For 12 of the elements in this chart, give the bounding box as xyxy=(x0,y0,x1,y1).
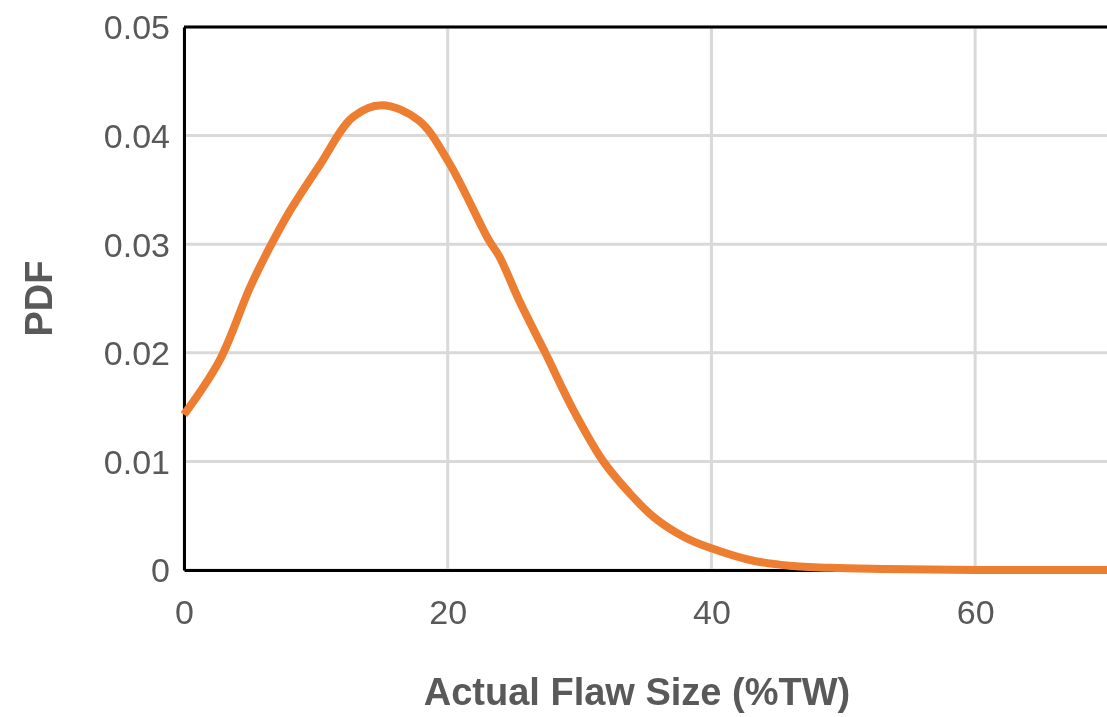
y-tick-label: 0 xyxy=(151,551,170,590)
x-tick-label: 40 xyxy=(693,593,731,632)
y-tick-label: 0.02 xyxy=(103,334,170,373)
y-axis-title: PDF xyxy=(18,260,60,337)
x-axis-title: Actual Flaw Size (%TW) xyxy=(423,671,851,713)
x-tick-label: 0 xyxy=(175,593,194,632)
y-tick-label: 0.04 xyxy=(103,117,170,155)
y-tick-label: 0.05 xyxy=(103,8,170,47)
x-tick-label: 60 xyxy=(956,593,995,632)
x-tick-label: 20 xyxy=(429,593,468,632)
y-tick-label: 0.03 xyxy=(103,225,170,264)
y-tick-label: 0.01 xyxy=(103,442,170,481)
